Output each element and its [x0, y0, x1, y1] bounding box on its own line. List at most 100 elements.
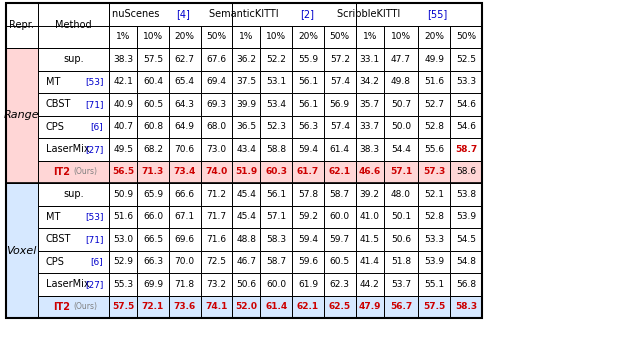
Bar: [383, 206, 419, 228]
Text: 61.4: 61.4: [330, 145, 350, 154]
Bar: [109, 251, 137, 273]
Bar: [6, 3, 482, 48]
Text: 50.1: 50.1: [391, 212, 411, 221]
Bar: [260, 138, 292, 161]
Bar: [450, 251, 482, 273]
Bar: [201, 228, 232, 251]
Text: 38.3: 38.3: [113, 55, 133, 64]
Bar: [260, 26, 292, 48]
Bar: [260, 228, 292, 251]
Bar: [260, 161, 292, 183]
Text: Voxel: Voxel: [6, 246, 37, 255]
Text: CPS: CPS: [45, 122, 65, 132]
Text: MT: MT: [45, 212, 60, 222]
Text: 40.7: 40.7: [113, 122, 133, 131]
Text: 60.5: 60.5: [143, 100, 163, 109]
Bar: [292, 116, 324, 138]
Text: 71.8: 71.8: [175, 280, 195, 289]
Text: 60.5: 60.5: [330, 257, 350, 266]
Text: 42.1: 42.1: [113, 77, 133, 86]
Bar: [450, 26, 482, 48]
Text: 61.7: 61.7: [297, 167, 319, 176]
Bar: [383, 251, 419, 273]
Bar: [232, 251, 260, 273]
Bar: [324, 161, 356, 183]
Text: 54.6: 54.6: [456, 122, 476, 131]
Text: 67.6: 67.6: [207, 55, 227, 64]
Text: 41.5: 41.5: [360, 235, 380, 244]
Text: 50.9: 50.9: [113, 190, 133, 199]
Text: CBST: CBST: [45, 234, 71, 244]
Bar: [292, 206, 324, 228]
Bar: [419, 296, 450, 318]
Text: 57.5: 57.5: [143, 55, 163, 64]
Bar: [109, 116, 137, 138]
Bar: [292, 161, 324, 183]
Bar: [137, 251, 169, 273]
Text: 70.0: 70.0: [175, 257, 195, 266]
Text: 56.9: 56.9: [330, 100, 350, 109]
Bar: [169, 296, 201, 318]
Bar: [109, 93, 137, 116]
Text: 55.6: 55.6: [424, 145, 444, 154]
Bar: [137, 26, 169, 48]
Text: [27]: [27]: [85, 280, 103, 289]
Bar: [419, 183, 450, 206]
Text: 48.0: 48.0: [391, 190, 411, 199]
Text: 34.2: 34.2: [360, 77, 380, 86]
Bar: [109, 71, 137, 93]
Bar: [232, 26, 260, 48]
Bar: [324, 206, 356, 228]
Text: 53.3: 53.3: [424, 235, 444, 244]
Bar: [169, 206, 201, 228]
Bar: [324, 228, 356, 251]
Text: 50.0: 50.0: [391, 122, 411, 131]
Bar: [356, 93, 383, 116]
Bar: [450, 183, 482, 206]
Bar: [6, 183, 38, 318]
Text: 69.4: 69.4: [207, 77, 227, 86]
Text: 38.3: 38.3: [360, 145, 380, 154]
Bar: [450, 138, 482, 161]
Text: 59.7: 59.7: [330, 235, 350, 244]
Bar: [419, 71, 450, 93]
Text: 48.8: 48.8: [236, 235, 257, 244]
Text: 57.4: 57.4: [330, 77, 350, 86]
Bar: [201, 251, 232, 273]
Bar: [169, 273, 201, 296]
Text: 71.6: 71.6: [207, 235, 227, 244]
Text: 20%: 20%: [424, 32, 444, 41]
Bar: [324, 93, 356, 116]
Bar: [6, 48, 38, 183]
Bar: [201, 183, 232, 206]
Bar: [201, 296, 232, 318]
Bar: [383, 138, 419, 161]
Bar: [260, 206, 292, 228]
Text: [55]: [55]: [427, 9, 447, 19]
Text: 53.9: 53.9: [424, 257, 444, 266]
Text: 50%: 50%: [330, 32, 350, 41]
Text: 72.1: 72.1: [142, 302, 164, 311]
Bar: [137, 206, 169, 228]
Text: 62.1: 62.1: [297, 302, 319, 311]
Text: IT2: IT2: [53, 167, 70, 177]
Text: 39.9: 39.9: [236, 100, 257, 109]
Text: 52.2: 52.2: [266, 55, 286, 64]
Text: 71.2: 71.2: [207, 190, 227, 199]
Bar: [260, 93, 292, 116]
Bar: [450, 93, 482, 116]
Bar: [260, 251, 292, 273]
Bar: [201, 273, 232, 296]
Bar: [292, 251, 324, 273]
Bar: [137, 161, 169, 183]
Text: 53.3: 53.3: [456, 77, 476, 86]
Text: 73.0: 73.0: [207, 145, 227, 154]
Text: 50%: 50%: [456, 32, 476, 41]
Bar: [324, 296, 356, 318]
Text: 51.6: 51.6: [424, 77, 444, 86]
Text: 56.3: 56.3: [298, 122, 318, 131]
Text: [27]: [27]: [85, 145, 103, 154]
Text: 52.0: 52.0: [236, 302, 257, 311]
Text: 56.1: 56.1: [298, 100, 318, 109]
Text: 70.6: 70.6: [175, 145, 195, 154]
